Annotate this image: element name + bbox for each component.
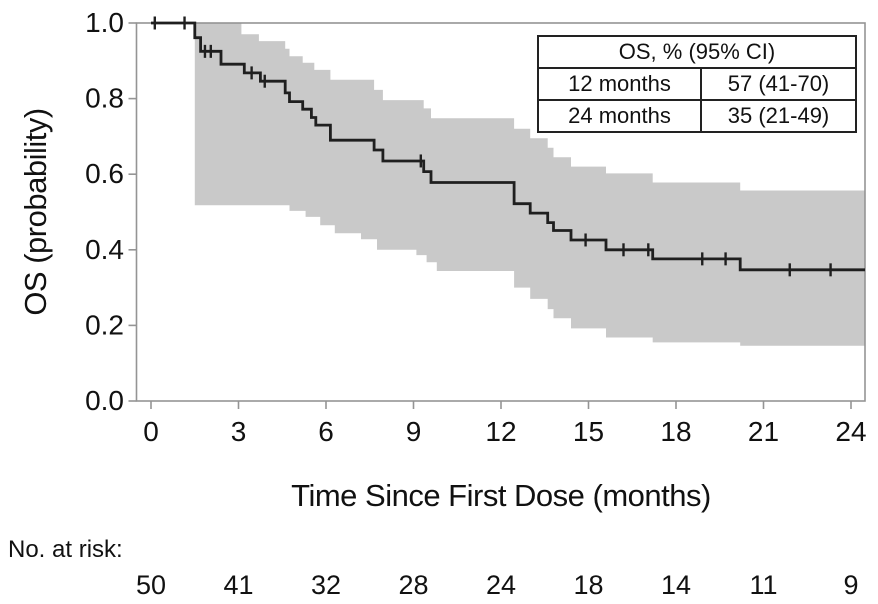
table-header-row: OS, % (95% CI) (536, 35, 858, 69)
number-at-risk-label: No. at risk: (8, 536, 123, 563)
estimate-cell: 57 (41-70) (699, 67, 858, 101)
x-tick-label: 15 (573, 416, 604, 447)
x-axis-title: Time Since First Dose (months) (291, 478, 711, 513)
y-tick-label: 0.8 (85, 83, 124, 114)
timepoint-cell: 12 months (537, 67, 702, 101)
x-tick-label: 9 (406, 416, 422, 447)
risk-count: 14 (661, 570, 691, 600)
risk-count: 9 (843, 570, 858, 600)
y-tick-label: 0.4 (85, 234, 124, 265)
y-axis-title: OS (probability) (18, 108, 53, 316)
risk-count: 28 (398, 570, 428, 600)
risk-count: 50 (136, 570, 166, 600)
y-tick-label: 0.6 (85, 158, 124, 189)
table-row: 12 months 57 (41-70) (537, 67, 858, 101)
risk-count: 32 (311, 570, 341, 600)
x-tick-label: 6 (318, 416, 334, 447)
table-header-cell: OS, % (95% CI) (536, 35, 858, 69)
risk-count: 11 (749, 570, 777, 600)
ci-band (194, 23, 866, 346)
risk-count: 41 (223, 570, 253, 600)
x-tick-label: 18 (660, 416, 691, 447)
x-tick-label: 24 (835, 416, 866, 447)
timepoint-cell: 24 months (537, 99, 702, 133)
y-tick-label: 1.0 (85, 7, 124, 38)
x-tick-label: 3 (231, 416, 247, 447)
km-curve (151, 21, 865, 272)
estimate-cell: 35 (21-49) (699, 99, 858, 133)
y-tick-label: 0.2 (85, 309, 124, 340)
risk-count: 24 (486, 570, 516, 600)
x-tick-label: 21 (748, 416, 779, 447)
table-row: 24 months 35 (21-49) (537, 99, 858, 133)
risk-count: 18 (573, 570, 603, 600)
x-tick-label: 12 (485, 416, 516, 447)
os-ci-inset-table: OS, % (95% CI) 12 months 57 (41-70) 24 m… (536, 35, 858, 133)
y-tick-label: 0.0 (85, 385, 124, 416)
x-tick-label: 0 (143, 416, 159, 447)
